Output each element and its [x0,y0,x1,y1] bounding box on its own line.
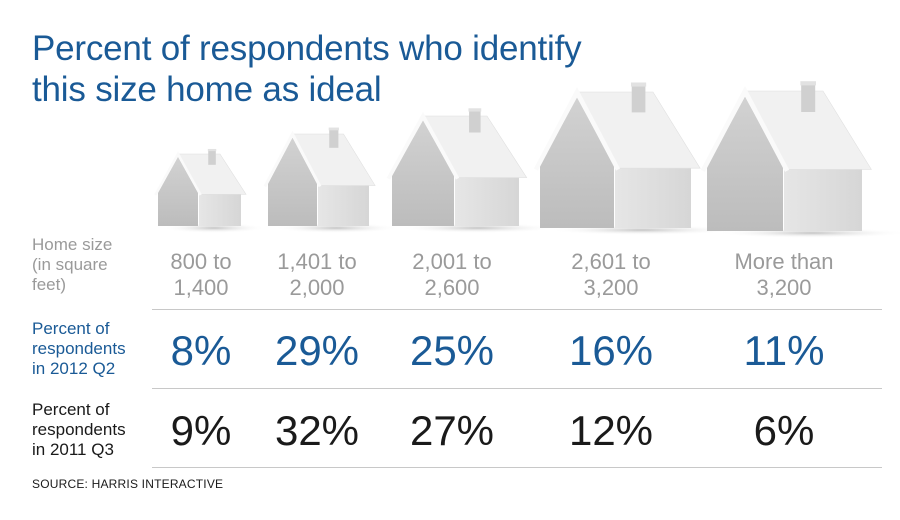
size-line: 1,401 to [277,249,357,274]
row-divider [152,467,882,468]
row-label-line: Home size [32,235,113,254]
title-line-1: Percent of respondents who identify [32,29,582,68]
size-category-3: 2,001 to 2,600 [377,249,527,301]
row-label-2012-q2: Percent of respondents in 2012 Q2 [32,319,126,379]
value-2011-q3: 6% [753,407,815,454]
house-icon [386,108,558,233]
size-category-5: More than 3,200 [709,249,859,301]
row-divider [152,309,882,310]
house-icon [263,127,400,233]
row-label-2011-q3: Percent of respondents in 2011 Q3 [32,400,126,460]
row-label-line: Percent of [32,400,110,419]
row-label-line: respondents [32,420,126,439]
size-line: 1,400 [173,275,229,300]
row-divider [152,388,882,389]
row-label-line: in 2012 Q2 [32,359,116,378]
size-line: 800 to [170,249,232,274]
row-label-line: Percent of [32,319,110,338]
source-note: SOURCE: HARRIS INTERACTIVE [32,477,224,491]
size-line: 3,200 [756,275,812,300]
value-2012-q2: 8% [170,327,232,374]
size-category-2: 1,401 to 2,000 [242,249,392,301]
size-line: 2,600 [424,275,480,300]
size-category-1: 800 to 1,400 [126,249,276,301]
row-label-line: respondents [32,339,126,358]
title-line-2: this size home as ideal [32,70,382,109]
row-label-home-size: Home size (in square feet) [32,235,112,295]
value-2012-q2: 11% [743,327,825,374]
size-line: 2,001 to [412,249,492,274]
size-line: 2,601 to [571,249,651,274]
row-label-line: (in square [32,255,108,274]
value-2012-q2: 16% [568,327,654,374]
house-icon [154,148,267,233]
value-2011-q3: 12% [568,407,654,454]
value-2011-q3: 27% [409,407,495,454]
chart-title: Percent of respondents who identify this… [32,28,792,110]
size-line: 2,000 [289,275,345,300]
size-line: 3,200 [583,275,639,300]
value-2011-q3: 32% [274,407,360,454]
row-label-line: feet) [32,275,67,294]
size-category-4: 2,601 to 3,200 [536,249,686,301]
value-2011-q3: 9% [170,407,232,454]
value-2012-q2: 25% [409,327,495,374]
value-2012-q2: 29% [274,327,360,374]
row-label-line: in 2011 Q3 [32,440,114,459]
size-line: More than [734,249,834,274]
